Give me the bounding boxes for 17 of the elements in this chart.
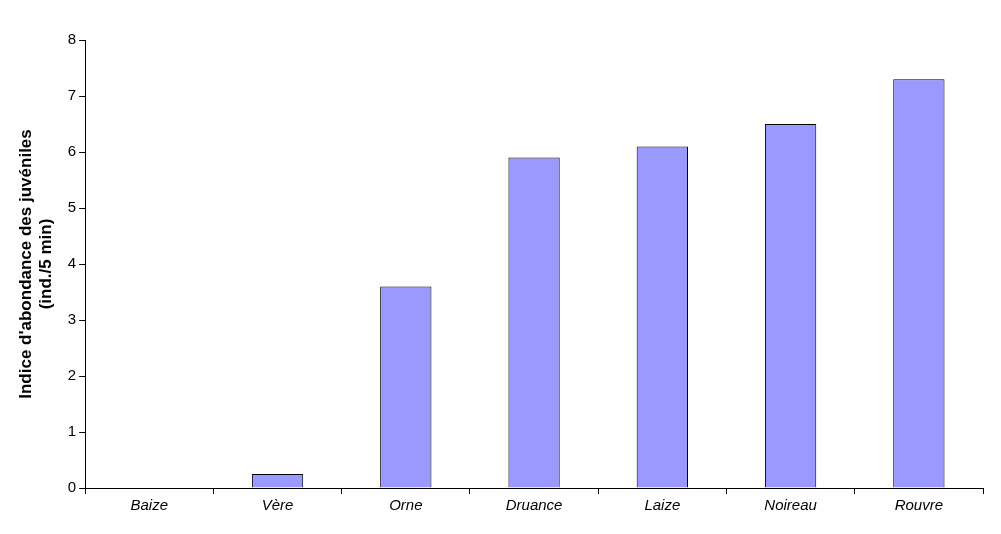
x-tick-label: Rouvre bbox=[894, 496, 944, 514]
x-tick-label: Baize bbox=[130, 496, 169, 514]
y-tick-label: 5 bbox=[67, 198, 77, 216]
y-axis-title: Indice d'abondance des juvéniles (ind./5 min) bbox=[15, 129, 56, 399]
x-tick-label: Laize bbox=[644, 496, 681, 514]
y-tick-label: 0 bbox=[67, 478, 77, 496]
y-tick-label: 4 bbox=[67, 254, 77, 272]
y-tick-label: 7 bbox=[67, 86, 77, 104]
x-tick-label: Orne bbox=[389, 496, 423, 514]
x-tick-label: Noireau bbox=[764, 496, 818, 514]
x-tick-label: Druance bbox=[505, 496, 563, 514]
x-tick-label: Vère bbox=[261, 496, 294, 514]
y-tick-label: 3 bbox=[67, 310, 77, 328]
y-tick-label: 8 bbox=[67, 30, 77, 48]
y-tick-label: 2 bbox=[67, 366, 77, 384]
y-tick-label: 6 bbox=[67, 142, 77, 160]
y-tick-label: 1 bbox=[67, 422, 77, 440]
